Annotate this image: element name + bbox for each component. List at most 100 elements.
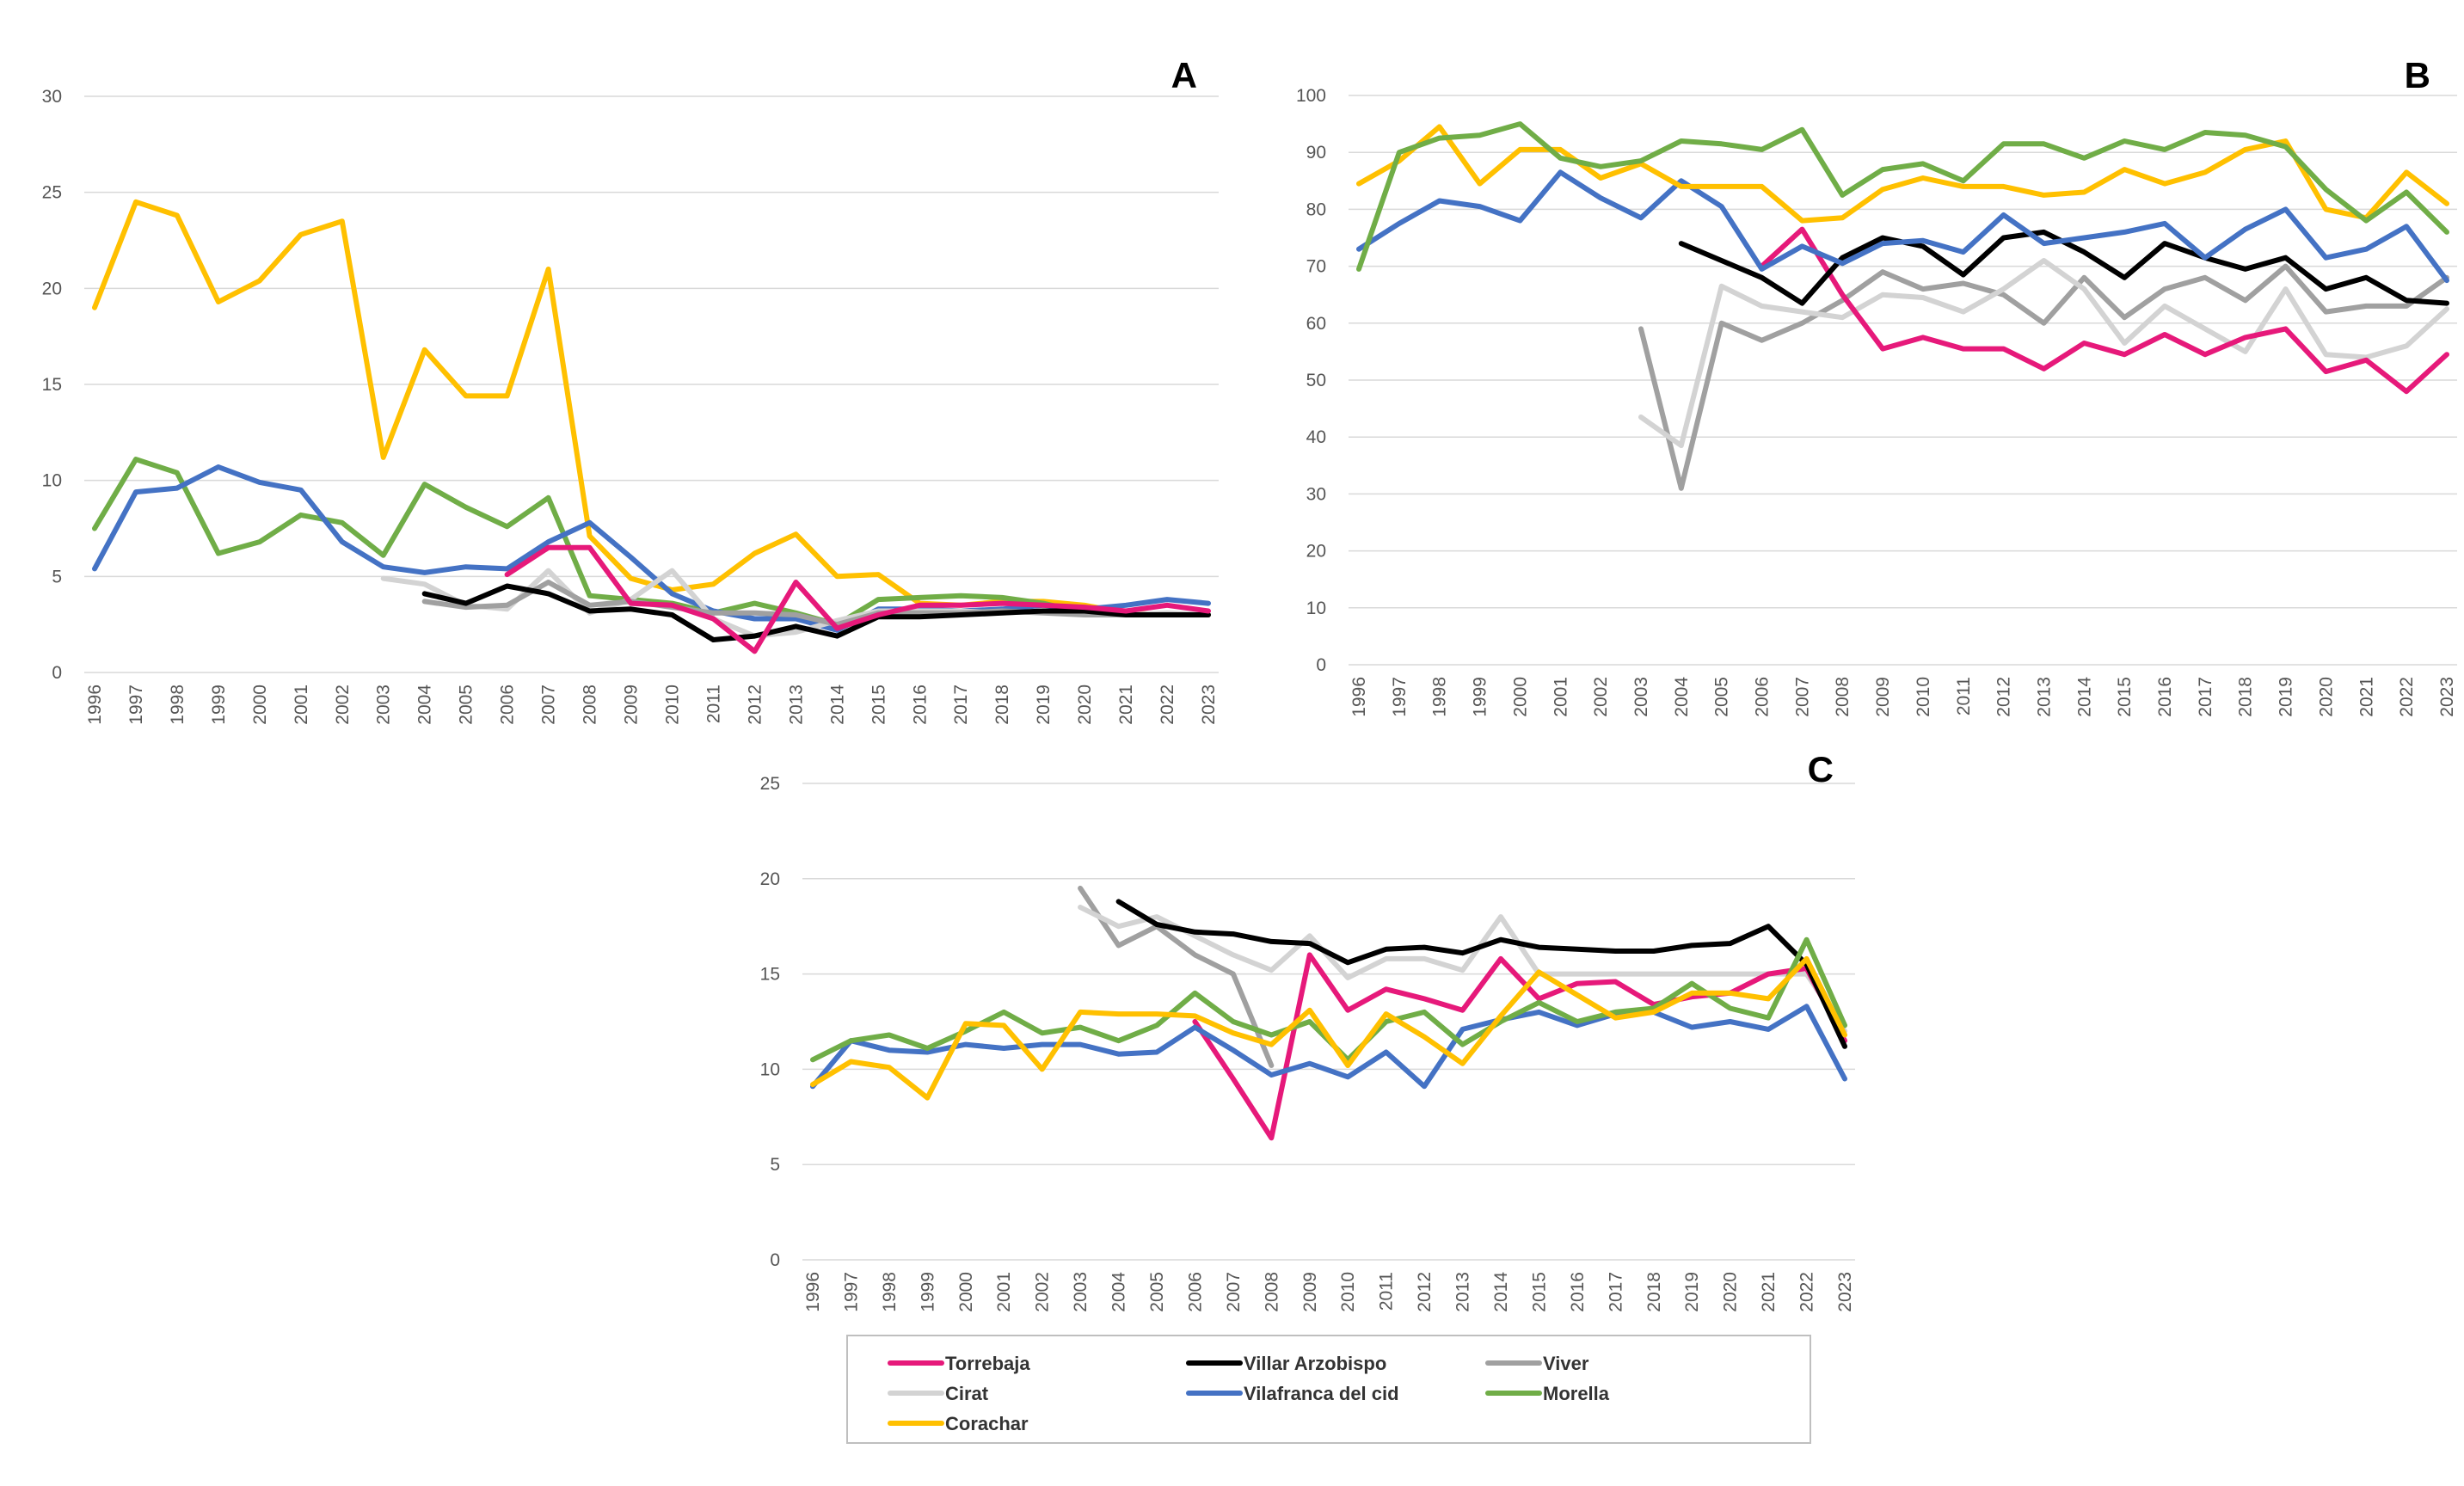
x-tick-label: 2003: [1631, 677, 1651, 717]
y-tick-label: 30: [1306, 484, 1326, 504]
legend-item-torrebaja: Torrebaja: [888, 1353, 1030, 1374]
x-tick-label: 2003: [374, 685, 394, 725]
y-tick-label: 90: [1306, 143, 1326, 163]
x-tick-label: 2001: [1551, 677, 1570, 717]
x-tick-label: 2023: [1199, 685, 1219, 725]
x-tick-label: 2000: [250, 685, 270, 725]
y-tick-label: 15: [42, 375, 62, 395]
legend-item-cirat: Cirat: [888, 1383, 989, 1404]
x-tick-label: 2007: [1224, 1272, 1244, 1312]
x-tick-label: 2005: [1712, 677, 1732, 717]
series-line: [1192, 952, 1847, 1141]
legend-item-viver: Viver: [1485, 1353, 1589, 1374]
x-tick-label: 1997: [1390, 677, 1410, 717]
panel-letter: A: [1171, 55, 1197, 95]
x-tick-label: 1996: [803, 1272, 823, 1312]
y-tick-label: 50: [1306, 371, 1326, 390]
y-tick-label: 0: [1316, 655, 1326, 675]
y-tick-label: 5: [52, 567, 62, 586]
x-tick-label: 2013: [2034, 677, 2054, 717]
y-tick-label: 20: [1306, 542, 1326, 562]
legend-item-corachar: Corachar: [888, 1413, 1029, 1434]
x-tick-label: 2004: [415, 685, 435, 725]
x-tick-label: 1998: [1430, 677, 1450, 717]
x-tick-label: 2022: [2397, 677, 2417, 717]
series-viver: [1078, 885, 1275, 1068]
x-tick-label: 2004: [1109, 1272, 1129, 1312]
series-cirat: [1638, 258, 2449, 449]
series-morella: [92, 457, 1211, 628]
legend-label: Villar Arzobispo: [1244, 1353, 1386, 1374]
x-tick-label: 2000: [956, 1272, 976, 1312]
y-tick-label: 0: [770, 1250, 780, 1270]
series-line: [1078, 885, 1275, 1068]
x-tick-label: 2023: [1835, 1272, 1855, 1312]
y-tick-label: 20: [760, 869, 780, 889]
x-tick-label: 2000: [1510, 677, 1530, 717]
chart-panel-b: 0 10 20 30 40 50 60 70 80 90 100 1996 1997 1998 1999 20…: [1296, 55, 2457, 717]
x-tick-label: 2007: [1792, 677, 1812, 717]
y-tick-label: 70: [1306, 257, 1326, 277]
x-tick-label: 1999: [918, 1272, 937, 1312]
legend: Torrebaja Villar Arzobispo Viver Cirat Vilaf…: [846, 1335, 1811, 1444]
x-tick-label: 2022: [1797, 1272, 1817, 1312]
legend-label: Viver: [1543, 1353, 1589, 1374]
y-tick-label: 15: [760, 965, 780, 985]
x-tick-label: 2023: [2437, 677, 2457, 717]
legend-label: Torrebaja: [945, 1353, 1030, 1374]
x-tick-label: 2006: [498, 685, 518, 725]
x-tick-label: 1999: [1471, 677, 1490, 717]
x-tick-label: 2017: [951, 685, 971, 725]
x-tick-label: 1996: [1349, 677, 1369, 717]
x-tick-label: 2012: [1415, 1272, 1435, 1312]
x-tick-label: 1998: [880, 1272, 900, 1312]
x-tick-label: 2006: [1753, 677, 1773, 717]
chart-panel-a: 0 5 10 15 20 25 30 1996 1997 1998 1999 2000 2001 2002…: [42, 55, 1219, 725]
x-tick-label: 2010: [1914, 677, 1933, 717]
x-tick-label: 2022: [1158, 685, 1177, 725]
x-tick-label: 2012: [745, 685, 765, 725]
y-tick-label: 60: [1306, 314, 1326, 334]
series-line: [810, 955, 1847, 1101]
legend-label: Morella: [1543, 1383, 1610, 1404]
y-tick-label: 25: [42, 183, 62, 203]
legend-item-vilafranca: Vilafranca del cid: [1186, 1383, 1399, 1404]
series-viver: [421, 580, 1211, 628]
x-tick-label: 2004: [1672, 677, 1692, 717]
legend-label: Cirat: [945, 1383, 989, 1404]
y-tick-label: 10: [760, 1059, 780, 1079]
x-tick-label: 2019: [1682, 1272, 1702, 1312]
x-tick-label: 2012: [1994, 677, 2014, 717]
x-tick-label: 2015: [2115, 677, 2135, 717]
series-corachar: [1356, 124, 2449, 224]
series-torrebaja: [1759, 226, 2449, 395]
series-corachar: [810, 955, 1847, 1101]
chart-panel-c: 0 5 10 15 20 25 1996 1997 1998 1999 2000 2001 2002 20…: [760, 749, 1855, 1312]
x-tick-label: 2009: [1300, 1272, 1320, 1312]
series-line: [1356, 124, 2449, 224]
legend-label: Corachar: [945, 1413, 1029, 1434]
y-tick-label: 0: [52, 663, 62, 683]
x-tick-label: 2018: [2236, 677, 2256, 717]
series-morella: [1356, 121, 2449, 272]
series-line: [1759, 226, 2449, 395]
x-tick-label: 1996: [85, 685, 105, 725]
series-line: [1638, 258, 2449, 449]
x-tick-label: 2002: [1033, 1272, 1053, 1312]
x-tick-label: 2016: [2155, 677, 2175, 717]
x-tick-label: 2002: [1591, 677, 1611, 717]
panel-letter: B: [2405, 55, 2430, 95]
x-tick-label: 2020: [2316, 677, 2336, 717]
x-tick-label: 2018: [1644, 1272, 1664, 1312]
y-tick-label: 30: [42, 87, 62, 107]
x-tick-label: 2006: [1185, 1272, 1205, 1312]
y-tick-label: 25: [760, 774, 780, 794]
legend-box: [846, 1335, 1811, 1444]
y-tick-label: 100: [1296, 86, 1326, 106]
series-line: [92, 199, 1211, 617]
legend-item-morella: Morella: [1485, 1383, 1610, 1404]
x-tick-label: 2017: [1606, 1272, 1625, 1312]
x-tick-label: 2013: [1453, 1272, 1473, 1312]
x-tick-label: 2020: [1075, 685, 1095, 725]
x-tick-label: 2010: [662, 685, 682, 725]
